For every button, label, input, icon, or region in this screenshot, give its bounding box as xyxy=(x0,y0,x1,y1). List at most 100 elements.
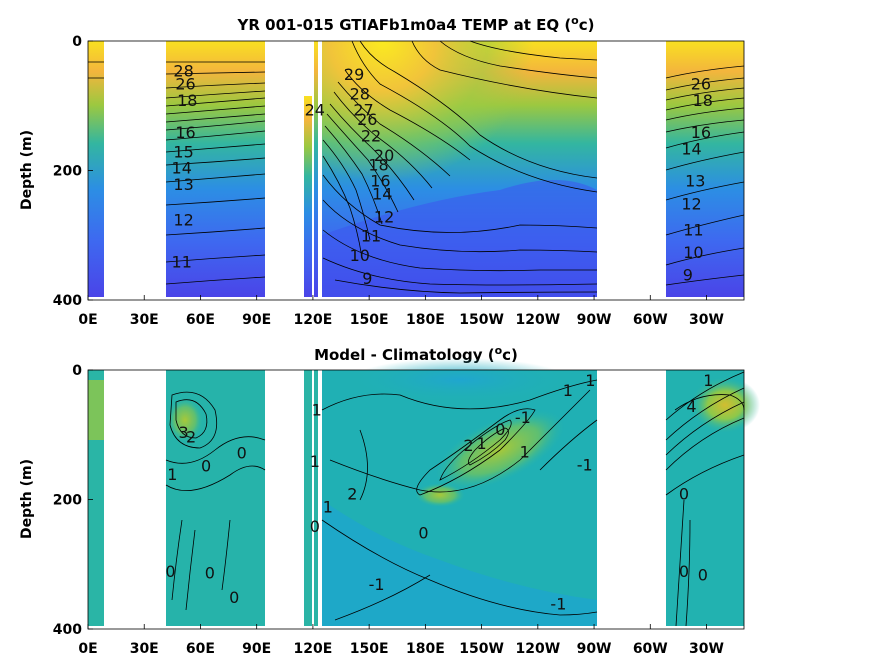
y-tick-label: 200 xyxy=(53,493,82,509)
contour-label: -1 xyxy=(577,455,593,474)
contour-label: 0 xyxy=(418,523,428,542)
x-tick-label: 150E xyxy=(350,312,389,328)
contour-label: 0 xyxy=(495,420,505,439)
x-tick-label: 0E xyxy=(78,641,97,656)
y-tick-label: 400 xyxy=(53,622,82,638)
x-tick-label: 120W xyxy=(515,312,560,328)
y-tick-label: 0 xyxy=(72,34,82,50)
contour-label: 0 xyxy=(201,457,211,476)
contour-label: 24 xyxy=(305,101,325,120)
contour-label: 16 xyxy=(370,172,390,191)
y-tick-label: 200 xyxy=(53,164,82,180)
contour-label: 12 xyxy=(374,207,394,226)
top-panel: YR 001-015 GTIAFb1m0a4 TEMP at EQ (oc) xyxy=(19,14,745,328)
x-tick-label: 60E xyxy=(186,312,215,328)
x-tick-label: 30W xyxy=(689,312,724,328)
contour-label: -1 xyxy=(550,595,566,614)
contour-label: 1 xyxy=(563,381,573,400)
contour-label: 1 xyxy=(167,465,177,484)
x-tick-label: 180E xyxy=(406,312,445,328)
bottom-anomaly-field xyxy=(88,358,760,626)
contour-label: 26 xyxy=(691,75,711,94)
contour-label: 0 xyxy=(165,562,175,581)
contour-label: 26 xyxy=(357,110,377,129)
x-tick-label: 150E xyxy=(350,641,389,656)
x-tick-label: 150W xyxy=(459,312,504,328)
top-contour-lines xyxy=(88,40,745,294)
contour-label: 0 xyxy=(205,564,215,583)
contour-label: 12 xyxy=(173,211,193,230)
contour-label: 1 xyxy=(310,452,320,471)
x-tick-label: 180E xyxy=(406,641,445,656)
x-tick-label: 90W xyxy=(577,641,612,656)
top-contour-labels: 2826181615141312112429282726222018161412… xyxy=(172,62,713,288)
contour-label: 13 xyxy=(685,172,705,191)
contour-label: 0 xyxy=(679,485,689,504)
contour-label: 15 xyxy=(173,143,193,162)
x-tick-label: 30W xyxy=(689,641,724,656)
x-tick-label: 120E xyxy=(294,312,333,328)
contour-label: 18 xyxy=(693,91,713,110)
top-axes: Depth (m) 0E 30E 60E 90E 120E 150E 180E 150W 120… xyxy=(19,34,745,328)
contour-label: 2 xyxy=(186,428,196,447)
bottom-axes: Depth (m) 0E 30E 60E 90E 120E 150E 180E 150W 120… xyxy=(19,363,745,656)
contour-label: -1 xyxy=(515,408,531,427)
contour-label: 2 xyxy=(463,436,473,455)
x-tick-label: 90E xyxy=(242,312,271,328)
x-tick-label: 60W xyxy=(633,641,668,656)
contour-label: 27 xyxy=(353,101,373,120)
top-x-tick-labels: 0E 30E 60E 90E 120E 150E 180E 150W 120W 90W 60W 30W xyxy=(78,295,724,328)
contour-label: 12 xyxy=(681,194,701,213)
contour-label: 2 xyxy=(347,485,357,504)
contour-label: 18 xyxy=(177,91,197,110)
top-y-tick-labels: 0 200 400 xyxy=(53,34,93,309)
x-tick-label: 120W xyxy=(515,641,560,656)
contour-label: 14 xyxy=(372,185,392,204)
bottom-contour-lines xyxy=(165,371,745,627)
bottom-y-axis-label: Depth (m) xyxy=(19,459,35,539)
contour-label: 29 xyxy=(344,65,364,84)
contour-label: 10 xyxy=(683,243,703,262)
contour-label: 1 xyxy=(703,371,713,390)
y-tick-label: 400 xyxy=(53,293,82,309)
x-tick-label: 120E xyxy=(294,641,333,656)
contour-label: 1 xyxy=(323,498,333,517)
contour-label: 10 xyxy=(350,246,370,265)
contour-label: 28 xyxy=(350,84,370,103)
contour-label: 22 xyxy=(361,126,381,145)
contour-label: 1 xyxy=(312,400,322,419)
x-tick-label: 0E xyxy=(78,312,97,328)
y-tick-label: 0 xyxy=(72,363,82,379)
contour-label: 16 xyxy=(691,123,711,142)
contour-label: 20 xyxy=(374,146,394,165)
contour-label: 3 xyxy=(179,423,189,442)
bottom-x-tick-labels: 0E 30E 60E 90E 120E 150E 180E 150W 120W 90W 60W 30W xyxy=(78,624,724,656)
contour-label: 28 xyxy=(173,62,193,81)
contour-label: 14 xyxy=(681,139,701,158)
contour-label: 9 xyxy=(362,269,372,288)
contour-label: 1 xyxy=(520,442,530,461)
contour-label: 9 xyxy=(683,266,693,285)
x-tick-label: 60W xyxy=(633,312,668,328)
contour-label: 26 xyxy=(175,75,195,94)
contour-label: 11 xyxy=(683,220,703,239)
contour-label: 0 xyxy=(310,517,320,536)
contour-label: 14 xyxy=(172,159,192,178)
x-tick-label: 150W xyxy=(459,641,504,656)
contour-label: 1 xyxy=(477,434,487,453)
contour-label: 11 xyxy=(361,227,381,246)
contour-label: 1 xyxy=(585,371,595,390)
x-tick-label: 90W xyxy=(577,312,612,328)
contour-label: 11 xyxy=(172,253,192,272)
top-y-axis-label: Depth (m) xyxy=(19,130,35,210)
contour-label: 0 xyxy=(237,444,247,463)
x-tick-label: 90E xyxy=(242,641,271,656)
bottom-y-tick-labels: 0 200 400 xyxy=(53,363,93,638)
contour-label: -1 xyxy=(369,575,385,594)
contour-label: 0 xyxy=(698,565,708,584)
x-tick-label: 60E xyxy=(186,641,215,656)
contour-label: 4 xyxy=(686,397,696,416)
contour-label: 0 xyxy=(679,562,689,581)
